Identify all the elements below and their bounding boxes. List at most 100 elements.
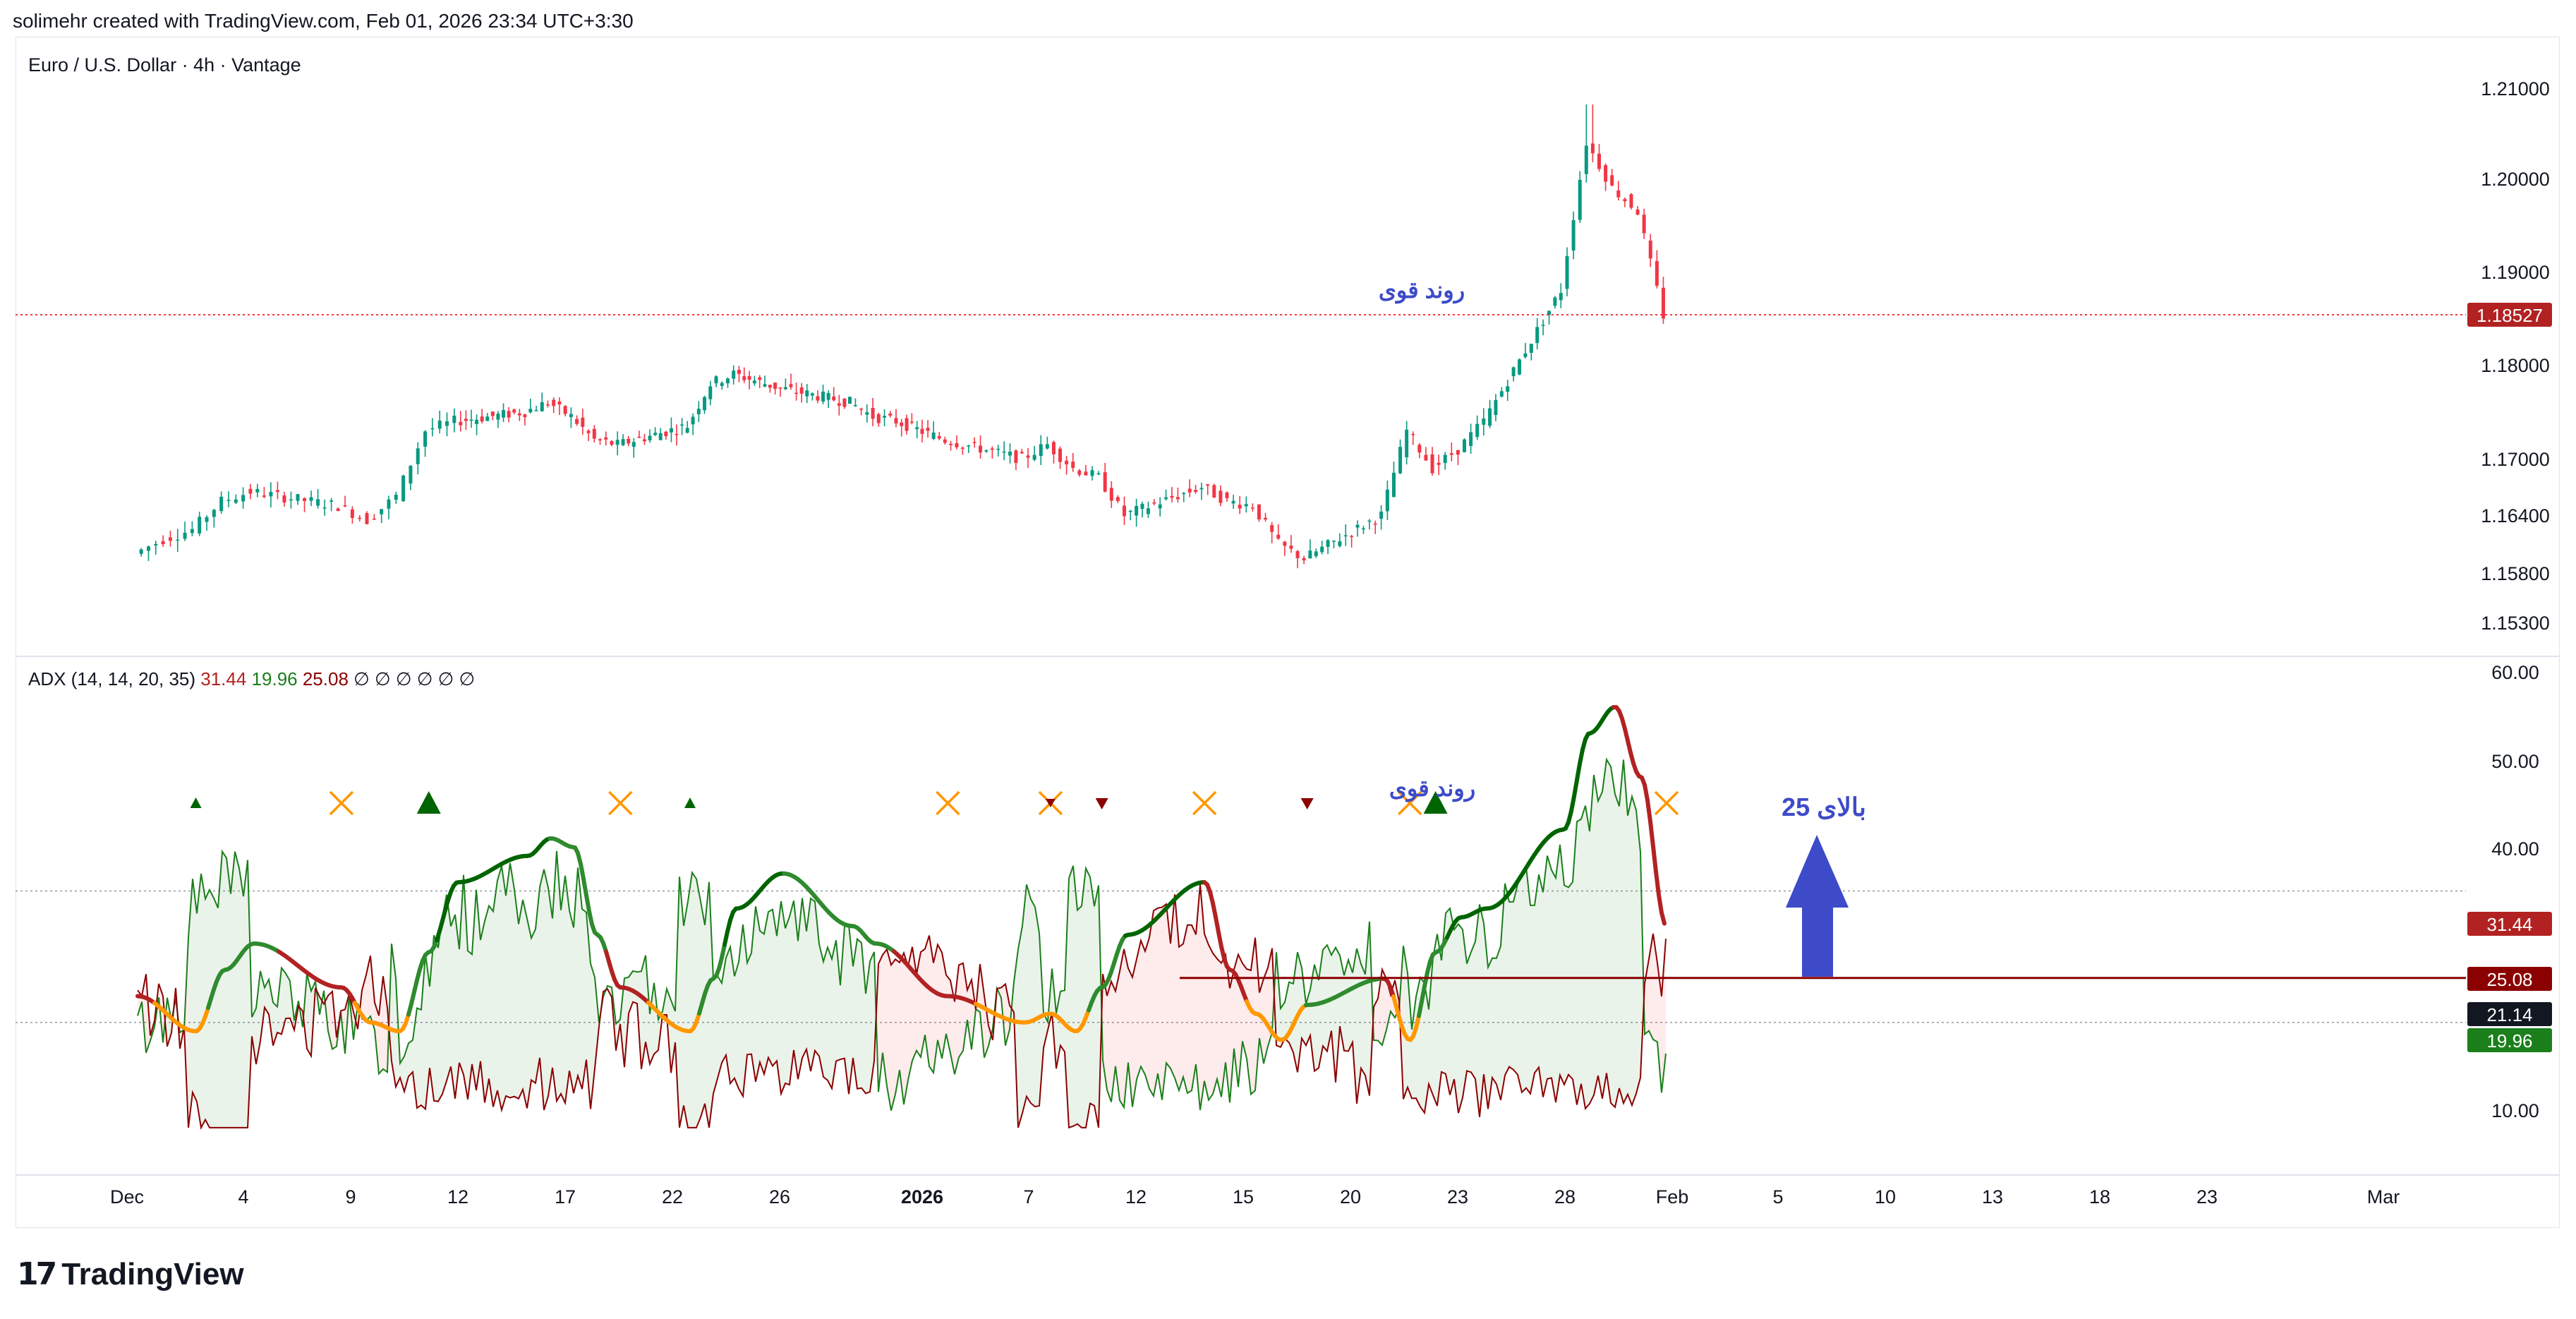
- di-fill-segment: [819, 944, 823, 1077]
- di-fill-segment: [451, 914, 455, 1099]
- di-fill-segment: [1425, 983, 1429, 1113]
- price-candle-body: [586, 430, 591, 433]
- di-fill-segment: [1268, 948, 1272, 1047]
- adx-line-segment: [722, 929, 730, 947]
- di-fill-segment: [485, 905, 489, 1103]
- di-fill-segment: [586, 912, 591, 1109]
- di-fill-segment: [1607, 759, 1611, 1103]
- di-fill-segment: [684, 901, 688, 1128]
- price-candle-body: [905, 418, 909, 431]
- price-tick-label: 1.20000: [2481, 169, 2550, 190]
- price-candle-body: [1302, 558, 1306, 560]
- price-candle-body: [557, 402, 562, 405]
- di-fill-segment: [1446, 908, 1450, 1095]
- time-axis-label: Feb: [1656, 1186, 1689, 1207]
- price-candle-body: [1424, 454, 1428, 461]
- price-pane: 1.18527: [16, 104, 2552, 569]
- price-candle-body: [1096, 473, 1101, 475]
- adx-value-badge: [2467, 1002, 2552, 1026]
- adx-line-segment: [587, 909, 594, 927]
- di-fill-segment: [1213, 953, 1217, 1095]
- di-fill-segment: [629, 970, 633, 1013]
- time-axis-label: 28: [1554, 1186, 1576, 1207]
- di-fill-segment: [1120, 948, 1124, 1108]
- di-fill-segment: [1331, 947, 1336, 1083]
- adx-line-segment: [1575, 761, 1582, 783]
- di-fill-segment: [193, 879, 197, 1102]
- di-fill-segment: [523, 900, 527, 1109]
- price-candle-body: [1463, 439, 1467, 452]
- price-candle-body: [545, 404, 550, 406]
- price-candle-body: [1199, 488, 1204, 490]
- price-annotation-strong-trend: روند قوی: [1379, 277, 1465, 304]
- price-candle-body: [303, 498, 307, 501]
- price-candle-body: [507, 411, 511, 418]
- di-fill-segment: [650, 982, 654, 1064]
- price-candle-body: [1499, 391, 1504, 397]
- price-candle-body: [176, 539, 180, 541]
- price-candle-body: [1090, 470, 1094, 476]
- di-fill-segment: [1323, 945, 1327, 1052]
- di-fill-segment: [468, 951, 472, 1100]
- price-candle-body: [732, 371, 736, 379]
- text-layer: Euro / U.S. Dollar · 4h · Vantage روند قو…: [28, 54, 1866, 977]
- price-candle-body: [445, 421, 449, 426]
- di-fill-segment: [802, 898, 806, 1059]
- price-candle-body: [943, 439, 947, 443]
- di-fill-segment: [510, 862, 514, 1098]
- di-fill-segment: [1348, 960, 1353, 1052]
- tradingview-logo[interactable]: 17 TradingView: [17, 1256, 244, 1292]
- di-fill-segment: [1361, 964, 1365, 1076]
- di-fill-segment: [1403, 946, 1408, 1100]
- price-candle-body: [234, 499, 238, 503]
- di-fill-segment: [1556, 844, 1560, 1103]
- di-fill-segment: [1463, 929, 1467, 1098]
- di-fill-segment: [1454, 924, 1458, 1114]
- price-candle-body: [680, 424, 684, 426]
- di-fill-segment: [1552, 869, 1556, 1103]
- price-candle-body: [1506, 386, 1510, 392]
- price-candle-body: [219, 496, 224, 512]
- di-fill-segment: [713, 976, 718, 1094]
- di-fill-segment: [1458, 924, 1463, 1114]
- di-fill-segment: [1585, 805, 1590, 1109]
- di-fill-segment: [1204, 934, 1209, 1100]
- price-candle-body: [778, 387, 782, 389]
- price-candle-body: [1077, 470, 1082, 475]
- adx-title-placeholder: ∅: [370, 668, 391, 689]
- adx-title-placeholder: ∅: [433, 668, 454, 689]
- price-candle-body: [1115, 497, 1120, 501]
- di-fill-segment: [1086, 868, 1090, 1128]
- di-fill-segment: [256, 970, 260, 1064]
- price-candle-body: [758, 377, 762, 380]
- price-candle-body: [816, 396, 820, 401]
- di-fill-segment: [400, 1056, 404, 1092]
- price-candle-body: [799, 387, 804, 394]
- price-candle-body: [1604, 165, 1608, 182]
- price-candle-body: [1170, 495, 1174, 498]
- price-candle-body: [1559, 293, 1563, 301]
- price-candle-body: [1379, 511, 1384, 519]
- price-candle-body: [631, 442, 636, 447]
- price-candle-body: [1361, 528, 1365, 530]
- di-fill-segment: [527, 918, 531, 1109]
- di-fill-segment: [476, 889, 480, 1090]
- price-candle-body: [496, 414, 500, 420]
- adx-line-segment: [1214, 915, 1221, 934]
- adx-line-segment: [1648, 819, 1655, 849]
- di-fill-segment: [1632, 796, 1636, 1106]
- di-fill-segment: [464, 874, 468, 1100]
- adx-value-badge-text: 19.96: [2486, 1030, 2532, 1052]
- di-fill-segment: [692, 872, 696, 1128]
- di-fill-segment: [654, 982, 658, 1054]
- price-candle-body: [437, 420, 442, 429]
- adx-line-segment: [1211, 901, 1218, 920]
- adx-line-segment: [1654, 869, 1661, 898]
- di-fill-segment: [726, 946, 730, 1084]
- di-fill-segment: [1145, 937, 1149, 1089]
- di-fill-segment: [214, 898, 218, 1128]
- price-candle-body: [810, 393, 814, 396]
- di-fill-segment: [675, 877, 679, 1128]
- di-fill-segment: [1467, 951, 1471, 1073]
